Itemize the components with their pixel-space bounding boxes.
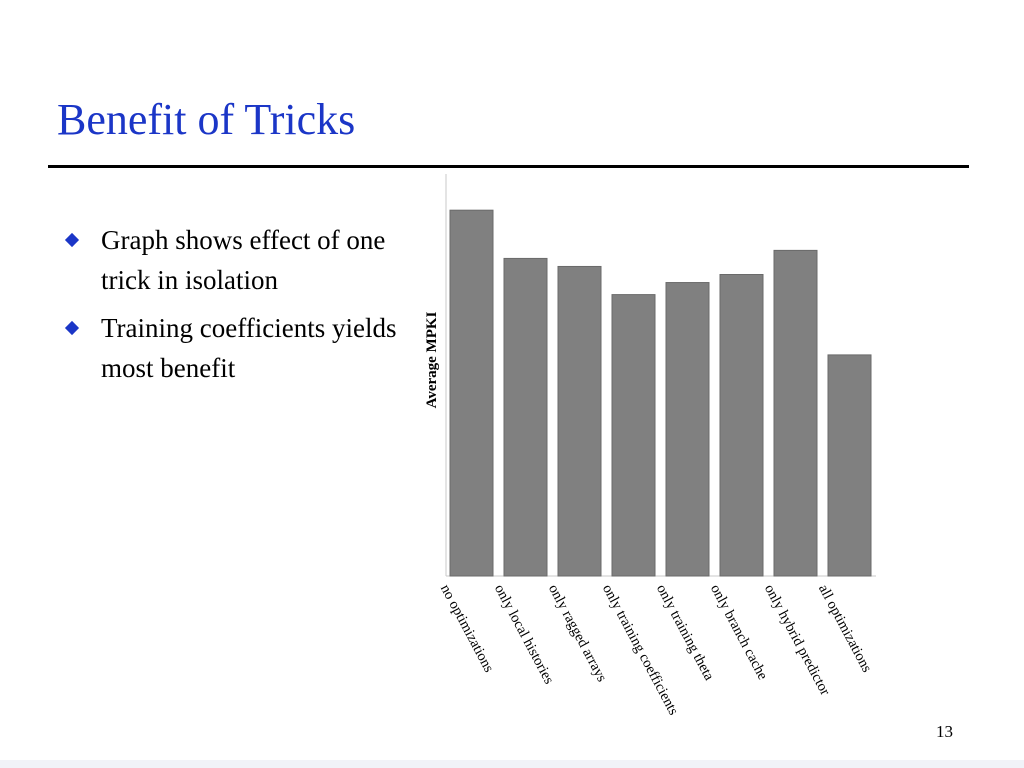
x-tick-label: only branch cache — [707, 582, 771, 683]
y-axis-label: Average MPKI — [424, 311, 440, 408]
page-number: 13 — [936, 722, 953, 741]
bullet-text: Training coefficients yields most benefi… — [101, 313, 397, 383]
bar — [827, 354, 872, 577]
bars-group — [449, 209, 872, 577]
x-tick-label: only ragged arrays — [545, 582, 610, 685]
title-divider — [48, 165, 969, 168]
footer-band — [0, 760, 1024, 768]
x-tick-label: all optimizations — [815, 582, 875, 676]
bar — [719, 274, 764, 577]
bullet-text: Graph shows effect of one trick in isola… — [101, 225, 386, 295]
bar — [503, 257, 548, 577]
bullet-item: Training coefficients yields most benefi… — [64, 308, 424, 388]
bar — [665, 282, 710, 577]
bullet-list: Graph shows effect of one trick in isola… — [64, 220, 424, 396]
x-tick-label: only training theta — [653, 582, 717, 684]
x-tick-label: only local histories — [491, 582, 557, 687]
bullet-item: Graph shows effect of one trick in isola… — [64, 220, 424, 300]
x-tick-label: no optimizations — [437, 582, 497, 676]
bar — [449, 209, 494, 577]
bar — [557, 265, 602, 577]
slide-title: Benefit of Tricks — [57, 95, 356, 144]
bar — [773, 249, 818, 577]
bar — [611, 294, 656, 577]
